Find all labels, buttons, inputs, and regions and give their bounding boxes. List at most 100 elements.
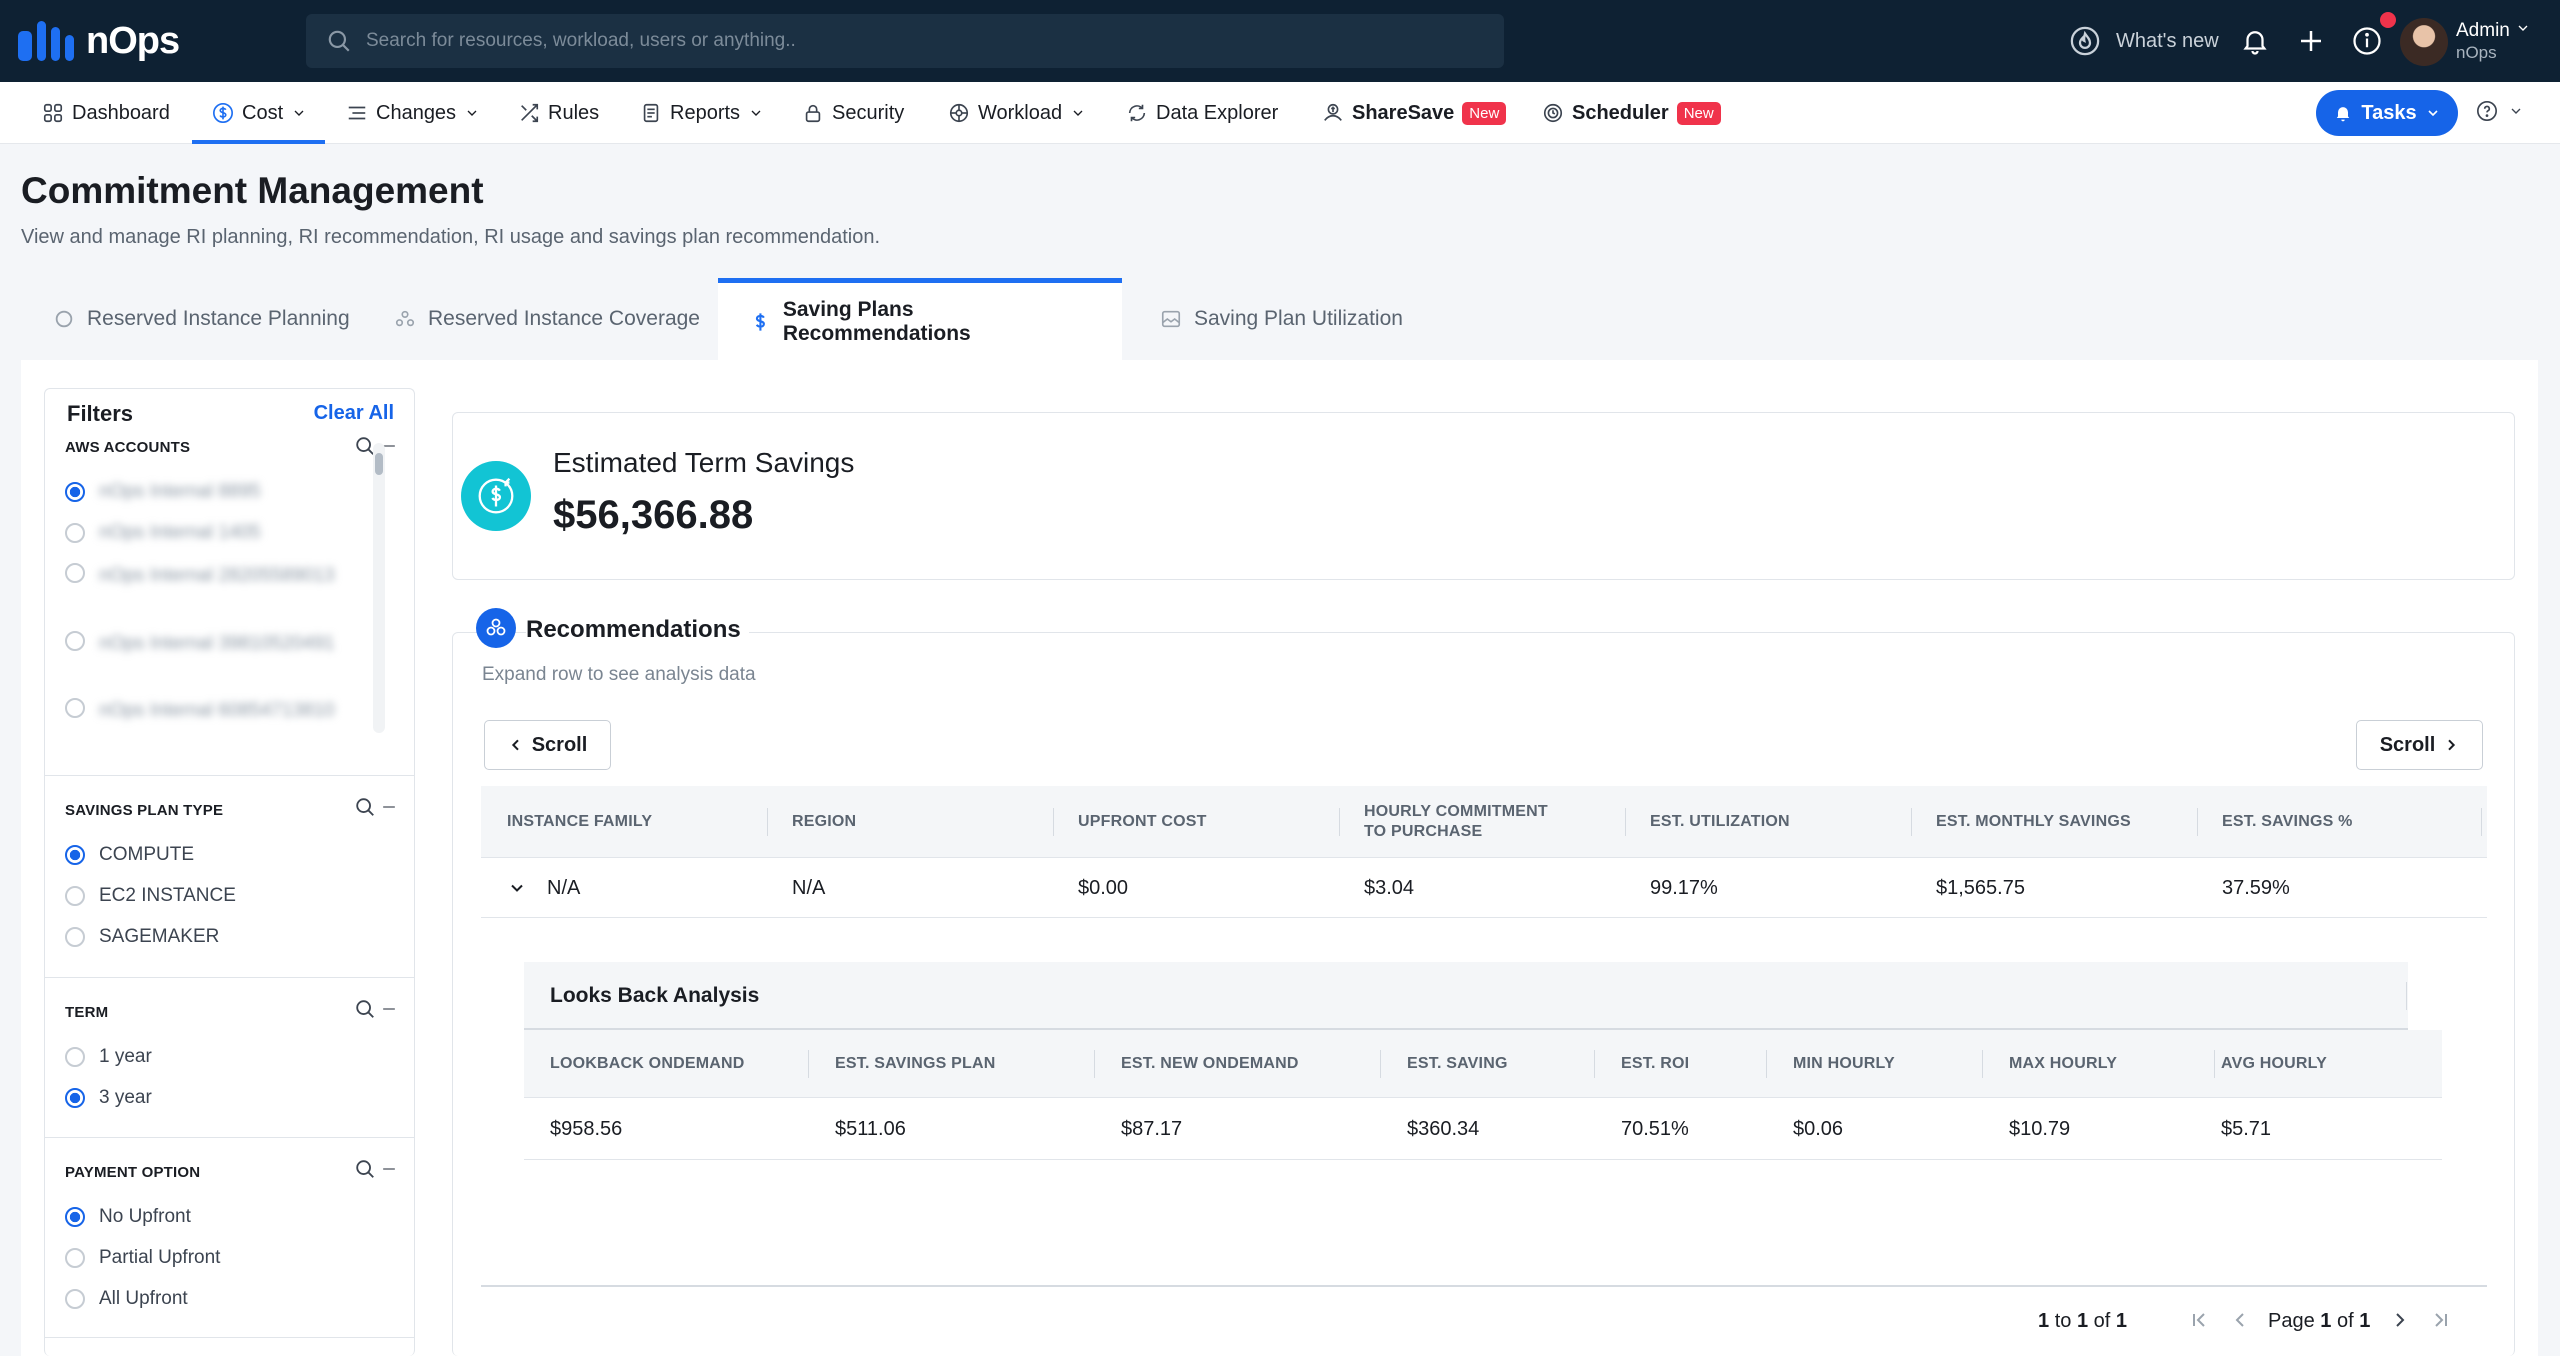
col-lookback-ondemand[interactable]: LOOKBACK ONDEMAND xyxy=(550,1055,745,1072)
scroll-left-button[interactable]: Scroll xyxy=(484,720,611,770)
nav-label: ShareSave xyxy=(1352,101,1455,124)
search-icon[interactable] xyxy=(354,1158,376,1180)
filter-option[interactable]: COMPUTE xyxy=(65,844,194,866)
collapse-icon[interactable] xyxy=(382,796,396,818)
col-est-utilization[interactable]: EST. UTILIZATION xyxy=(1650,813,1790,830)
nav-sharesave[interactable]: ShareSave New xyxy=(1322,82,1507,144)
bell-icon[interactable] xyxy=(2234,20,2276,62)
filter-option[interactable]: nOps Internal 39810520491 xyxy=(65,631,365,657)
filter-option[interactable]: 3 year xyxy=(65,1087,152,1109)
first-page-icon[interactable] xyxy=(2188,1308,2212,1332)
main-nav: Dashboard Cost Changes Rules Reports Sec… xyxy=(0,82,2560,144)
radio-button[interactable] xyxy=(65,631,85,651)
nav-changes[interactable]: Changes xyxy=(346,82,480,144)
radio-button[interactable] xyxy=(65,698,85,718)
tab-reserved-instance-planning[interactable]: Reserved Instance Planning xyxy=(21,278,382,360)
clear-all-button[interactable]: Clear All xyxy=(313,402,394,424)
option-label: Partial Upfront xyxy=(99,1247,221,1268)
filter-option[interactable]: nOps Internal 28205589013 xyxy=(65,563,365,589)
col-region[interactable]: REGION xyxy=(792,813,857,830)
filter-option[interactable]: No Upfront xyxy=(65,1206,191,1228)
info-icon[interactable] xyxy=(2346,20,2388,62)
cell-est-utilization: 99.17% xyxy=(1650,876,1718,899)
chevron-down-icon xyxy=(2518,25,2528,31)
row-of-word: of xyxy=(2093,1309,2111,1332)
radio-button[interactable] xyxy=(65,563,85,583)
radio-button[interactable] xyxy=(65,1289,85,1309)
radio-button[interactable] xyxy=(65,482,85,502)
radio-button[interactable] xyxy=(65,523,85,543)
col-min-hourly[interactable]: MIN HOURLY xyxy=(1793,1055,1895,1072)
cell-instance-family: N/A xyxy=(547,876,581,899)
col-avg-hourly[interactable]: AVG HOURLY xyxy=(2221,1055,2328,1072)
option-label: 3 year xyxy=(99,1087,152,1108)
option-label: nOps Internal 1405 xyxy=(99,522,261,543)
col-est-monthly-savings[interactable]: EST. MONTHLY SAVINGS xyxy=(1936,813,2131,830)
app-logo[interactable]: nOps xyxy=(18,18,180,64)
previous-page-icon[interactable] xyxy=(2228,1308,2252,1332)
tasks-button[interactable]: Tasks xyxy=(2316,90,2458,136)
nav-cost[interactable]: Cost xyxy=(192,82,326,144)
radio-button[interactable] xyxy=(65,1207,85,1227)
nav-workload[interactable]: Workload xyxy=(948,82,1086,144)
filter-option[interactable]: nOps Internal 1405 xyxy=(65,522,261,544)
table-row[interactable]: N/A N/A $0.00 $3.04 99.17% $1,565.75 37.… xyxy=(481,858,2487,918)
nav-security[interactable]: Security xyxy=(802,82,904,144)
filter-option[interactable]: nOps Internal 8895 xyxy=(65,481,261,503)
nav-reports[interactable]: Reports xyxy=(640,82,764,144)
filter-savings-plan-type: SAVINGS PLAN TYPE COMPUTE EC2 INSTANCE S… xyxy=(45,775,414,975)
user-menu[interactable]: Admin nOps xyxy=(2456,20,2531,64)
page-title: Commitment Management xyxy=(21,170,484,211)
col-hourly-commitment[interactable]: HOURLY COMMITMENT TO PURCHASE xyxy=(1364,786,1548,858)
next-page-icon[interactable] xyxy=(2388,1308,2412,1332)
radio-button[interactable] xyxy=(65,1248,85,1268)
tab-saving-plan-utilization[interactable]: Saving Plan Utilization xyxy=(1128,278,1435,360)
radio-button[interactable] xyxy=(65,845,85,865)
user-avatar[interactable] xyxy=(2400,18,2448,66)
radio-button[interactable] xyxy=(65,927,85,947)
filter-option[interactable]: 1 year xyxy=(65,1046,152,1068)
search-input[interactable] xyxy=(366,30,1466,52)
nav-dashboard[interactable]: Dashboard xyxy=(42,82,170,144)
scrollbar[interactable] xyxy=(373,443,385,733)
collapse-icon[interactable] xyxy=(382,435,396,457)
collapse-icon[interactable] xyxy=(382,998,396,1020)
whats-new-link[interactable]: What's new xyxy=(2116,29,2219,52)
nav-scheduler[interactable]: Scheduler New xyxy=(1542,82,1721,144)
tab-label: Saving Plan Utilization xyxy=(1194,307,1403,330)
tab-saving-plans-recommendations[interactable]: Saving Plans Recommendations xyxy=(718,278,1122,360)
last-page-icon[interactable] xyxy=(2428,1308,2452,1332)
col-est-savings-pct[interactable]: EST. SAVINGS % xyxy=(2222,813,2353,830)
cell-hourly-commitment: $3.04 xyxy=(1364,876,1415,899)
scroll-right-button[interactable]: Scroll xyxy=(2356,720,2483,770)
radio-button[interactable] xyxy=(65,886,85,906)
col-max-hourly[interactable]: MAX HOURLY xyxy=(2009,1055,2118,1072)
help-menu[interactable] xyxy=(2476,100,2524,122)
col-est-saving[interactable]: EST. SAVING xyxy=(1407,1055,1508,1072)
nav-data-explorer[interactable]: Data Explorer xyxy=(1126,82,1278,144)
filter-option[interactable]: Partial Upfront xyxy=(65,1247,220,1269)
plus-icon[interactable] xyxy=(2290,20,2332,62)
chevron-down-icon xyxy=(2511,108,2521,114)
col-est-new-ondemand[interactable]: EST. NEW ONDEMAND xyxy=(1121,1055,1299,1072)
filter-option[interactable]: SAGEMAKER xyxy=(65,926,219,948)
filter-option[interactable]: EC2 INSTANCE xyxy=(65,885,236,907)
col-upfront-cost[interactable]: UPFRONT COST xyxy=(1078,813,1207,830)
nav-rules[interactable]: Rules xyxy=(518,82,599,144)
fire-icon[interactable] xyxy=(2064,20,2106,62)
expand-row-toggle[interactable] xyxy=(507,858,527,918)
radio-button[interactable] xyxy=(65,1088,85,1108)
search-icon[interactable] xyxy=(354,435,376,457)
col-instance-family[interactable]: INSTANCE FAMILY xyxy=(507,813,653,830)
search-icon[interactable] xyxy=(354,796,376,818)
search-icon[interactable] xyxy=(354,998,376,1020)
tab-reserved-instance-coverage[interactable]: Reserved Instance Coverage xyxy=(362,278,732,360)
radio-button[interactable] xyxy=(65,1047,85,1067)
filter-option[interactable]: All Upfront xyxy=(65,1288,188,1310)
option-label: SAGEMAKER xyxy=(99,926,220,947)
cell-est-monthly-savings: $1,565.75 xyxy=(1936,876,2025,899)
col-est-roi[interactable]: EST. ROI xyxy=(1621,1055,1690,1072)
filter-option[interactable]: nOps Internal 60854713810 xyxy=(65,698,365,724)
collapse-icon[interactable] xyxy=(382,1158,396,1180)
col-est-savings-plan[interactable]: EST. SAVINGS PLAN xyxy=(835,1055,996,1072)
